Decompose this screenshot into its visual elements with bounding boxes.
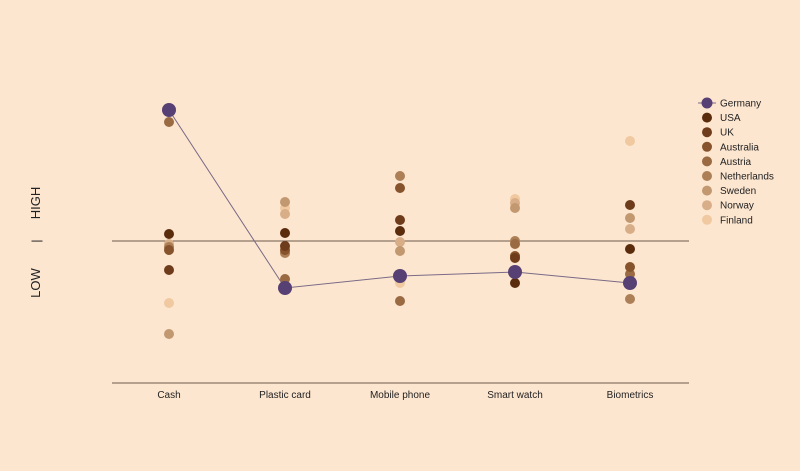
legend-label: Austria	[720, 157, 752, 168]
legend-marker	[702, 156, 712, 167]
legend-item-germany: Germany	[698, 97, 761, 110]
legend-item-usa: USA	[702, 112, 741, 124]
dot-netherlands-2	[395, 171, 405, 181]
y-label-divider: |	[29, 239, 43, 242]
dot-netherlands-4	[625, 294, 635, 304]
legend-marker	[702, 171, 712, 181]
legend-label: Australia	[720, 142, 759, 153]
dot-norway-4	[625, 224, 635, 234]
dot-germany-1	[278, 281, 292, 295]
dot-uk-3	[510, 253, 520, 263]
dot-usa-0	[164, 229, 174, 239]
legend-label: Sweden	[720, 186, 756, 197]
dot-sweden-0	[164, 329, 174, 339]
legend-item-norway: Norway	[702, 200, 754, 212]
x-tick-label: Mobile phone	[370, 390, 430, 401]
legend-marker	[701, 97, 713, 109]
dot-austria-0	[164, 117, 174, 127]
y-label-high: HIGH	[28, 187, 43, 220]
dot-uk-4	[625, 200, 635, 210]
legend-label: Norway	[720, 201, 754, 212]
dot-germany-0	[162, 103, 176, 117]
legend-label: Germany	[720, 99, 761, 110]
x-tick-label: Biometrics	[607, 390, 654, 401]
legend-item-sweden: Sweden	[702, 185, 756, 197]
dot-sweden-1	[280, 197, 290, 207]
dot-germany-4	[623, 276, 637, 290]
dot-usa-2	[395, 226, 405, 236]
dot-uk-1	[280, 241, 290, 251]
dot-sweden-3	[510, 203, 520, 213]
dot-uk-0	[164, 265, 174, 275]
dot-germany-3	[508, 265, 522, 279]
legend-item-australia: Australia	[702, 141, 759, 153]
dot-norway-2	[395, 237, 405, 247]
dot-usa-4	[625, 244, 635, 254]
dot-australia-4	[625, 262, 635, 272]
dot-australia-0	[164, 245, 174, 255]
dot-sweden-4	[625, 213, 635, 223]
dot-usa-3	[510, 278, 520, 288]
legend-marker	[702, 112, 712, 123]
legend-marker	[702, 185, 712, 196]
legend-item-uk: UK	[702, 127, 734, 139]
legend-item-finland: Finland	[702, 214, 753, 226]
legend-marker	[702, 200, 712, 211]
legend-label: UK	[720, 128, 734, 139]
dot-uk-2	[395, 215, 405, 225]
dot-austria-2	[395, 296, 405, 306]
legend-label: Netherlands	[720, 172, 774, 183]
dot-germany-2	[393, 269, 407, 283]
dot-finland-4	[625, 136, 635, 146]
dot-usa-1	[280, 228, 290, 238]
legend-marker	[702, 127, 712, 138]
y-label-low: LOW	[28, 267, 43, 297]
x-tick-label: Smart watch	[487, 390, 543, 401]
x-tick-label: Plastic card	[259, 390, 311, 401]
legend-label: USA	[720, 113, 741, 124]
germany-line	[168, 109, 631, 289]
legend-label: Finland	[720, 215, 753, 226]
dot-austria-3	[510, 239, 520, 249]
dot-sweden-2	[395, 246, 405, 256]
x-tick-label: Cash	[157, 390, 180, 401]
dot-norway-1	[280, 209, 290, 219]
legend-item-austria: Austria	[702, 156, 752, 168]
dot-australia-2	[395, 183, 405, 193]
legend-marker	[702, 214, 712, 225]
dot-finland-0	[164, 298, 174, 308]
legend-marker	[702, 141, 712, 152]
legend-item-netherlands: Netherlands	[702, 171, 774, 183]
